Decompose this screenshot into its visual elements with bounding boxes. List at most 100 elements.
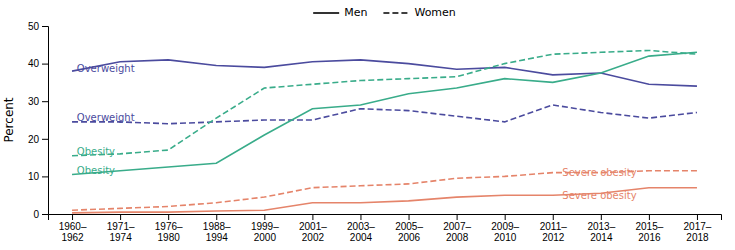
- y-tick-label: 0: [33, 209, 39, 220]
- y-tick: 20: [28, 134, 48, 145]
- annotation: Severe obesity: [562, 190, 636, 201]
- x-tick-label: 1999–2000: [251, 221, 279, 243]
- annotation: Overweight: [77, 63, 135, 74]
- x-tick-mark: [409, 214, 410, 220]
- x-tick-label-part: 1994: [206, 232, 229, 243]
- x-tick-label-part: 2017–: [684, 221, 712, 232]
- x-tick-mark: [120, 214, 121, 220]
- x-tick-label-part: 1976–: [155, 221, 183, 232]
- x-tick-label: 2003–2004: [347, 221, 375, 243]
- x-tick-label-part: 1960–: [59, 221, 87, 232]
- x-tick-mark: [697, 214, 698, 220]
- annotation: Obesity: [77, 146, 115, 157]
- x-tick-label-part: 2001–: [299, 221, 327, 232]
- annotation: Severe obesity: [562, 167, 636, 178]
- x-tick-label-part: 2015–: [635, 221, 663, 232]
- x-tick-mark: [505, 214, 506, 220]
- x-tick-label-part: 2006: [398, 232, 421, 243]
- y-tick-mark: [42, 214, 48, 215]
- x-tick: 2003–2004: [347, 214, 375, 243]
- x-tick-label-part: 1988–: [203, 221, 231, 232]
- y-axis: 0 10 20 30 40 50: [28, 21, 49, 220]
- y-tick-label: 20: [28, 134, 40, 145]
- x-tick-label-part: 2002: [302, 232, 325, 243]
- x-tick-label-part: 2011–: [540, 221, 568, 232]
- legend-swatch: [383, 12, 409, 14]
- x-tick-label-part: 2009–: [491, 221, 519, 232]
- x-tick-label: 2001–2002: [299, 221, 327, 243]
- x-tick-mark: [649, 214, 650, 220]
- x-tick-label-part: 1980: [158, 232, 181, 243]
- x-tick-mark: [553, 214, 554, 220]
- x-tick-label-part: 1971–: [107, 221, 135, 232]
- x-tick: 2017–2018: [684, 214, 712, 243]
- x-tick-mark: [264, 214, 265, 220]
- x-tick-label-part: 2012: [542, 232, 565, 243]
- x-tick: 2011–2012: [540, 214, 568, 243]
- series-line: [72, 50, 697, 155]
- x-tick-label-part: 2014: [590, 232, 613, 243]
- y-tick: 0: [33, 209, 48, 220]
- x-tick-label-part: 2013–: [587, 221, 615, 232]
- annotations: OverweightOverweightObesityObesitySevere…: [77, 63, 637, 201]
- y-tick-label: 40: [28, 58, 40, 69]
- x-tick-mark: [72, 214, 73, 220]
- y-tick: 30: [28, 96, 48, 107]
- x-tick-mark: [216, 214, 217, 220]
- x-axis-line: [49, 215, 722, 221]
- x-tick-label-part: 2016: [638, 232, 661, 243]
- y-axis-title: Percent: [2, 97, 16, 142]
- legend-label: Men: [344, 6, 367, 19]
- x-tick: 1988–1994: [203, 214, 231, 243]
- x-tick-label: 2011–2012: [540, 221, 568, 243]
- x-tick-label-part: 2000: [254, 232, 277, 243]
- x-tick: 2005–2006: [395, 214, 423, 243]
- y-tick-mark: [42, 101, 48, 102]
- y-tick-label: 10: [28, 171, 40, 182]
- legend-item: Women: [383, 6, 455, 19]
- y-tick-mark: [42, 26, 48, 27]
- y-tick-mark: [42, 176, 48, 177]
- y-tick: 50: [28, 21, 48, 32]
- x-tick-label: 2009–2010: [491, 221, 519, 243]
- x-tick-label: 1971–1974: [107, 221, 135, 243]
- chart: 1960–1962 1971–1974 1976–1980 1988–1994 1999…: [0, 0, 735, 250]
- annotation: Overweight: [77, 112, 135, 123]
- series-line: [72, 52, 697, 174]
- legend-swatch: [313, 12, 339, 14]
- x-tick-label: 2005–2006: [395, 221, 423, 243]
- x-tick-mark: [360, 214, 361, 220]
- x-tick: 1960–1962: [59, 214, 87, 243]
- x-tick: 1999–2000: [251, 214, 279, 243]
- y-tick-mark: [42, 64, 48, 65]
- x-tick-label-part: 1999–: [251, 221, 279, 232]
- y-tick: 10: [28, 171, 48, 182]
- y-tick-label: 50: [28, 21, 40, 32]
- series-line: [72, 105, 697, 124]
- x-tick-label-part: 1962: [61, 232, 84, 243]
- series-line: [72, 188, 697, 213]
- legend-label: Women: [414, 6, 455, 19]
- x-tick-label-part: 2008: [446, 232, 469, 243]
- x-tick-label: 2015–2016: [635, 221, 663, 243]
- x-tick-label: 2013–2014: [587, 221, 615, 243]
- legend: Men Women: [313, 6, 456, 19]
- x-tick: 2013–2014: [587, 214, 615, 243]
- plot-area: [72, 50, 697, 212]
- x-tick-label: 2017–2018: [684, 221, 712, 243]
- x-tick-label-part: 2003–: [347, 221, 375, 232]
- x-tick-mark: [601, 214, 602, 220]
- x-tick-label: 1960–1962: [59, 221, 87, 243]
- x-tick-label: 1988–1994: [203, 221, 231, 243]
- x-tick-label-part: 1974: [109, 232, 132, 243]
- x-tick: 2001–2002: [299, 214, 327, 243]
- y-axis-line: [42, 27, 49, 215]
- x-tick-mark: [312, 214, 313, 220]
- y-tick-label: 30: [28, 96, 40, 107]
- x-tick: 1971–1974: [107, 214, 135, 243]
- x-tick-label-part: 2018: [686, 232, 709, 243]
- x-tick-label-part: 2005–: [395, 221, 423, 232]
- y-tick: 40: [28, 58, 48, 69]
- x-tick-label-part: 2010: [494, 232, 517, 243]
- x-tick: 2009–2010: [491, 214, 519, 243]
